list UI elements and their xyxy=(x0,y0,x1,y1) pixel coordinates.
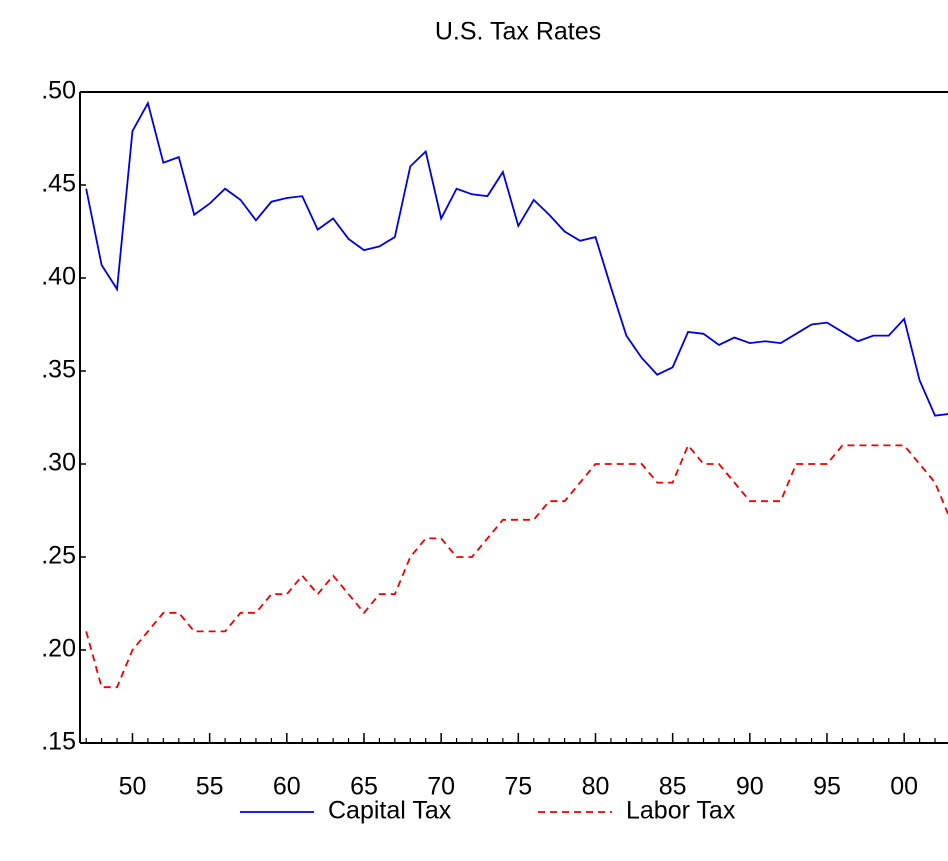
x-tick-label: 00 xyxy=(890,773,918,801)
x-tick-label: 70 xyxy=(427,773,455,801)
x-tick-label: 60 xyxy=(273,773,301,801)
y-tick-label: .45 xyxy=(41,170,76,198)
y-tick-label: .30 xyxy=(41,449,76,477)
series-line xyxy=(85,443,948,689)
legend-label: Labor Tax xyxy=(626,797,736,825)
x-tick-label: 65 xyxy=(350,773,378,801)
x-tick-label: 75 xyxy=(504,773,532,801)
x-tick-label: 85 xyxy=(659,773,687,801)
y-tick-label: .35 xyxy=(41,356,76,384)
x-tick-label: 95 xyxy=(813,773,841,801)
series-line xyxy=(85,100,948,417)
x-tick-label: 90 xyxy=(736,773,764,801)
y-tick-label: .20 xyxy=(41,635,76,663)
x-tick-label: 55 xyxy=(196,773,224,801)
y-tick-label: .50 xyxy=(41,77,76,105)
x-tick-label: 50 xyxy=(119,773,147,801)
y-tick-label: .15 xyxy=(41,728,76,756)
x-tick-label: 80 xyxy=(582,773,610,801)
legend-label: Capital Tax xyxy=(328,797,452,825)
chart-title: U.S. Tax Rates xyxy=(435,18,601,46)
y-tick-label: .25 xyxy=(41,542,76,570)
y-tick-label: .40 xyxy=(41,263,76,291)
